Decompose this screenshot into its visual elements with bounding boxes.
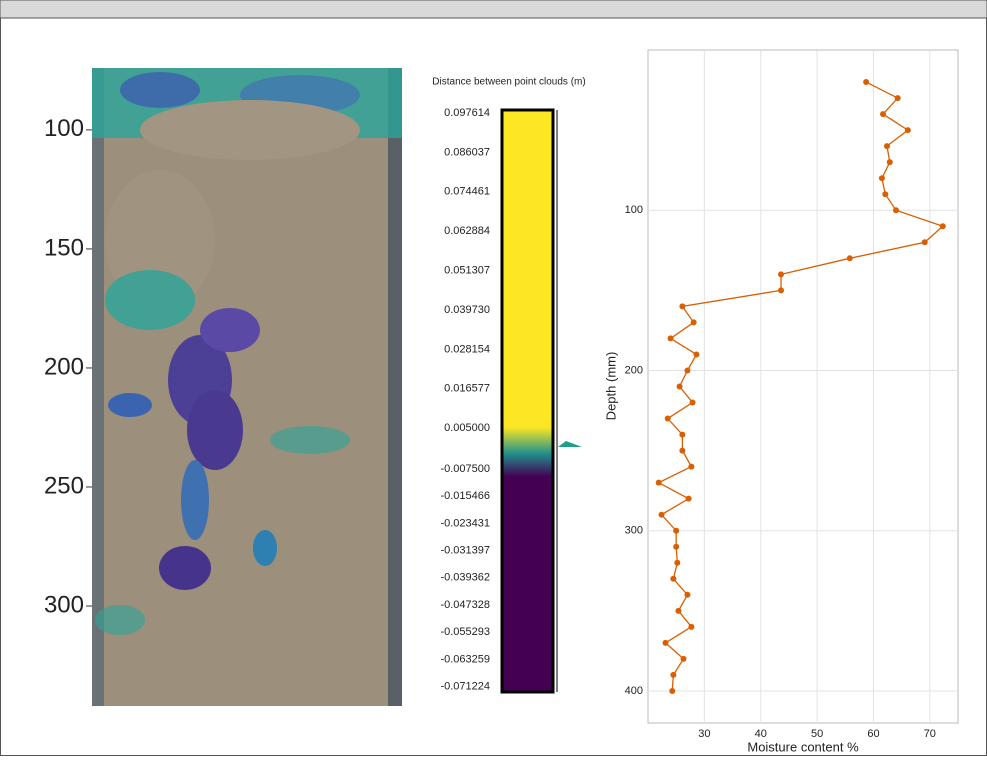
data-point bbox=[688, 624, 694, 630]
plot-panel bbox=[648, 50, 958, 723]
y-axis-label: Depth (mm) bbox=[603, 352, 618, 421]
data-point bbox=[670, 672, 676, 678]
data-point bbox=[863, 79, 869, 85]
data-point bbox=[684, 592, 690, 598]
colorbar-tick-label: 0.005000 bbox=[444, 422, 490, 434]
data-point bbox=[895, 95, 901, 101]
data-point bbox=[665, 416, 671, 422]
header-bar bbox=[0, 0, 987, 18]
data-point bbox=[679, 448, 685, 454]
data-point bbox=[677, 384, 683, 390]
data-point bbox=[778, 287, 784, 293]
colorbar-tick-label: -0.071224 bbox=[440, 681, 490, 693]
y-tick-label: 200 bbox=[625, 364, 643, 376]
y-tick-label: 150 bbox=[44, 234, 84, 261]
colorbar-tick-label: -0.047328 bbox=[440, 599, 490, 611]
y-tick-label: 250 bbox=[44, 472, 84, 499]
core-photo bbox=[92, 68, 402, 706]
data-point bbox=[884, 143, 890, 149]
data-point bbox=[669, 688, 675, 694]
colorbar-tick-label: -0.055293 bbox=[440, 626, 490, 638]
colorbar-tick-label: 0.097614 bbox=[444, 107, 490, 119]
data-point bbox=[679, 303, 685, 309]
data-point bbox=[693, 351, 699, 357]
x-tick-label: 30 bbox=[698, 728, 710, 740]
data-point bbox=[940, 223, 946, 229]
data-point bbox=[670, 576, 676, 582]
y-tick-label: 300 bbox=[44, 591, 84, 618]
data-point bbox=[690, 400, 696, 406]
x-axis-label: Moisture content % bbox=[747, 739, 859, 754]
data-point bbox=[659, 512, 665, 518]
colorbar-tick-label: -0.031397 bbox=[440, 545, 490, 557]
colorbar-tick-label: 0.051307 bbox=[444, 265, 490, 277]
y-tick-label: 100 bbox=[44, 115, 84, 142]
data-point bbox=[905, 127, 911, 133]
colorbar-tick-label: 0.086037 bbox=[444, 146, 490, 158]
colorbar-tick-label: 0.028154 bbox=[444, 343, 490, 355]
data-point bbox=[674, 560, 680, 566]
data-point bbox=[887, 159, 893, 165]
colorbar-tick-label: -0.063259 bbox=[440, 653, 490, 665]
colorbar-tick-label: -0.023431 bbox=[440, 517, 490, 529]
colorbar-tick-label: 0.016577 bbox=[444, 383, 490, 395]
data-point bbox=[686, 496, 692, 502]
colorbar-tick-label: -0.039362 bbox=[440, 572, 490, 584]
data-point bbox=[880, 111, 886, 117]
data-point bbox=[668, 335, 674, 341]
data-point bbox=[656, 480, 662, 486]
x-tick-label: 60 bbox=[867, 728, 879, 740]
y-tick-label: 100 bbox=[625, 204, 643, 216]
colorbar-tick-label: 0.074461 bbox=[444, 186, 490, 198]
data-point bbox=[691, 319, 697, 325]
data-point bbox=[675, 608, 681, 614]
y-tick-label: 400 bbox=[625, 685, 643, 697]
data-point bbox=[882, 191, 888, 197]
x-tick-label: 50 bbox=[811, 728, 823, 740]
data-point bbox=[879, 175, 885, 181]
data-point bbox=[684, 367, 690, 373]
data-point bbox=[688, 464, 694, 470]
x-tick-label: 70 bbox=[924, 728, 936, 740]
colorbar-title: Distance between point clouds (m) bbox=[432, 77, 585, 88]
colorbar-tick-label: 0.039730 bbox=[444, 304, 490, 316]
colorbar-tick-label: -0.015466 bbox=[440, 490, 490, 502]
data-point bbox=[673, 528, 679, 534]
y-tick-label: 300 bbox=[625, 525, 643, 537]
data-point bbox=[893, 207, 899, 213]
colorbar-tick-label: 0.062884 bbox=[444, 225, 490, 237]
data-point bbox=[847, 255, 853, 261]
colorbar bbox=[502, 110, 553, 692]
x-tick-label: 40 bbox=[755, 728, 767, 740]
data-point bbox=[679, 432, 685, 438]
data-point bbox=[681, 656, 687, 662]
y-tick-label: 200 bbox=[44, 353, 84, 380]
colorbar-tick-label: -0.007500 bbox=[440, 463, 490, 475]
data-point bbox=[778, 271, 784, 277]
data-point bbox=[673, 544, 679, 550]
data-point bbox=[922, 239, 928, 245]
data-point bbox=[662, 640, 668, 646]
figure: Distance between point clouds (m) Depth … bbox=[0, 0, 987, 756]
